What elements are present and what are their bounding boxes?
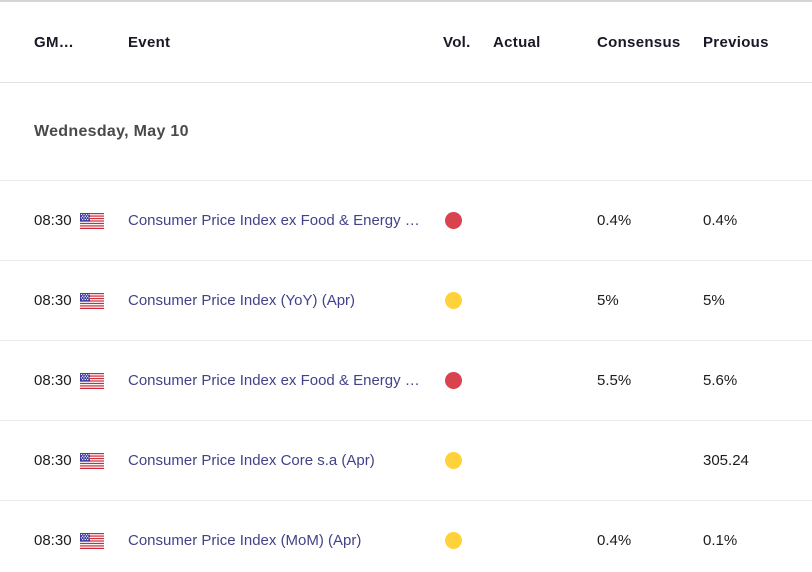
previous-value: 0.4%: [703, 212, 738, 229]
event-time: 08:30: [34, 452, 72, 469]
event-row[interactable]: 08:30 Consumer Price Index ex Food & Ene…: [0, 341, 812, 421]
event-row[interactable]: 08:30 Consumer Price Index ex Food & Ene…: [0, 181, 812, 261]
event-link[interactable]: Consumer Price Index ex Food & Energy …: [128, 372, 420, 389]
previous-value: 5%: [703, 292, 725, 309]
event-time: 08:30: [34, 372, 72, 389]
us-flag-icon: [79, 212, 104, 229]
time-cell: 08:30: [34, 372, 128, 389]
event-link[interactable]: Consumer Price Index Core s.a (Apr): [128, 452, 375, 469]
column-header-actual[interactable]: Actual: [493, 33, 541, 51]
volatility-dot: [445, 452, 462, 469]
event-time: 08:30: [34, 292, 72, 309]
volatility-dot: [445, 532, 462, 549]
event-link[interactable]: Consumer Price Index (YoY) (Apr): [128, 292, 356, 309]
us-flag-icon: [79, 292, 104, 309]
event-time: 08:30: [34, 212, 72, 229]
event-link[interactable]: Consumer Price Index ex Food & Energy …: [128, 212, 420, 229]
previous-value: 305.24: [703, 452, 749, 469]
volatility-cell: [443, 532, 493, 549]
previous-value: 5.6%: [703, 372, 738, 389]
volatility-dot: [445, 212, 462, 229]
event-row[interactable]: 08:30 Consumer Price Index (YoY) (Apr) 5…: [0, 261, 812, 341]
column-header-consensus[interactable]: Consensus: [597, 33, 681, 51]
time-cell: 08:30: [34, 452, 128, 469]
date-row: Wednesday, May 10: [0, 83, 812, 181]
column-header-previous[interactable]: Previous: [703, 33, 769, 51]
event-link[interactable]: Consumer Price Index (MoM) (Apr): [128, 532, 362, 549]
previous-value: 0.1%: [703, 532, 738, 549]
volatility-dot: [445, 372, 462, 389]
volatility-dot: [445, 292, 462, 309]
volatility-cell: [443, 452, 493, 469]
volatility-cell: [443, 372, 493, 389]
table-header-row: GM… Event Vol. Actual Consensus Previous: [0, 2, 812, 83]
consensus-value: 5.5%: [597, 372, 632, 389]
date-label: Wednesday, May 10: [34, 122, 189, 140]
us-flag-icon: [79, 372, 104, 389]
event-row[interactable]: 08:30 Consumer Price Index Core s.a (Apr…: [0, 421, 812, 501]
volatility-cell: [443, 292, 493, 309]
us-flag-icon: [79, 532, 104, 549]
time-cell: 08:30: [34, 292, 128, 309]
consensus-value: 0.4%: [597, 212, 632, 229]
time-cell: 08:30: [34, 212, 128, 229]
column-header-event[interactable]: Event: [128, 33, 171, 51]
column-header-gmt[interactable]: GM…: [34, 33, 75, 51]
time-cell: 08:30: [34, 532, 128, 549]
column-header-volatility[interactable]: Vol.: [443, 33, 471, 51]
volatility-cell: [443, 212, 493, 229]
us-flag-icon: [79, 452, 104, 469]
event-row[interactable]: 08:30 Consumer Price Index (MoM) (Apr) 0…: [0, 501, 812, 572]
event-time: 08:30: [34, 532, 72, 549]
consensus-value: 5%: [597, 292, 619, 309]
consensus-value: 0.4%: [597, 532, 632, 549]
